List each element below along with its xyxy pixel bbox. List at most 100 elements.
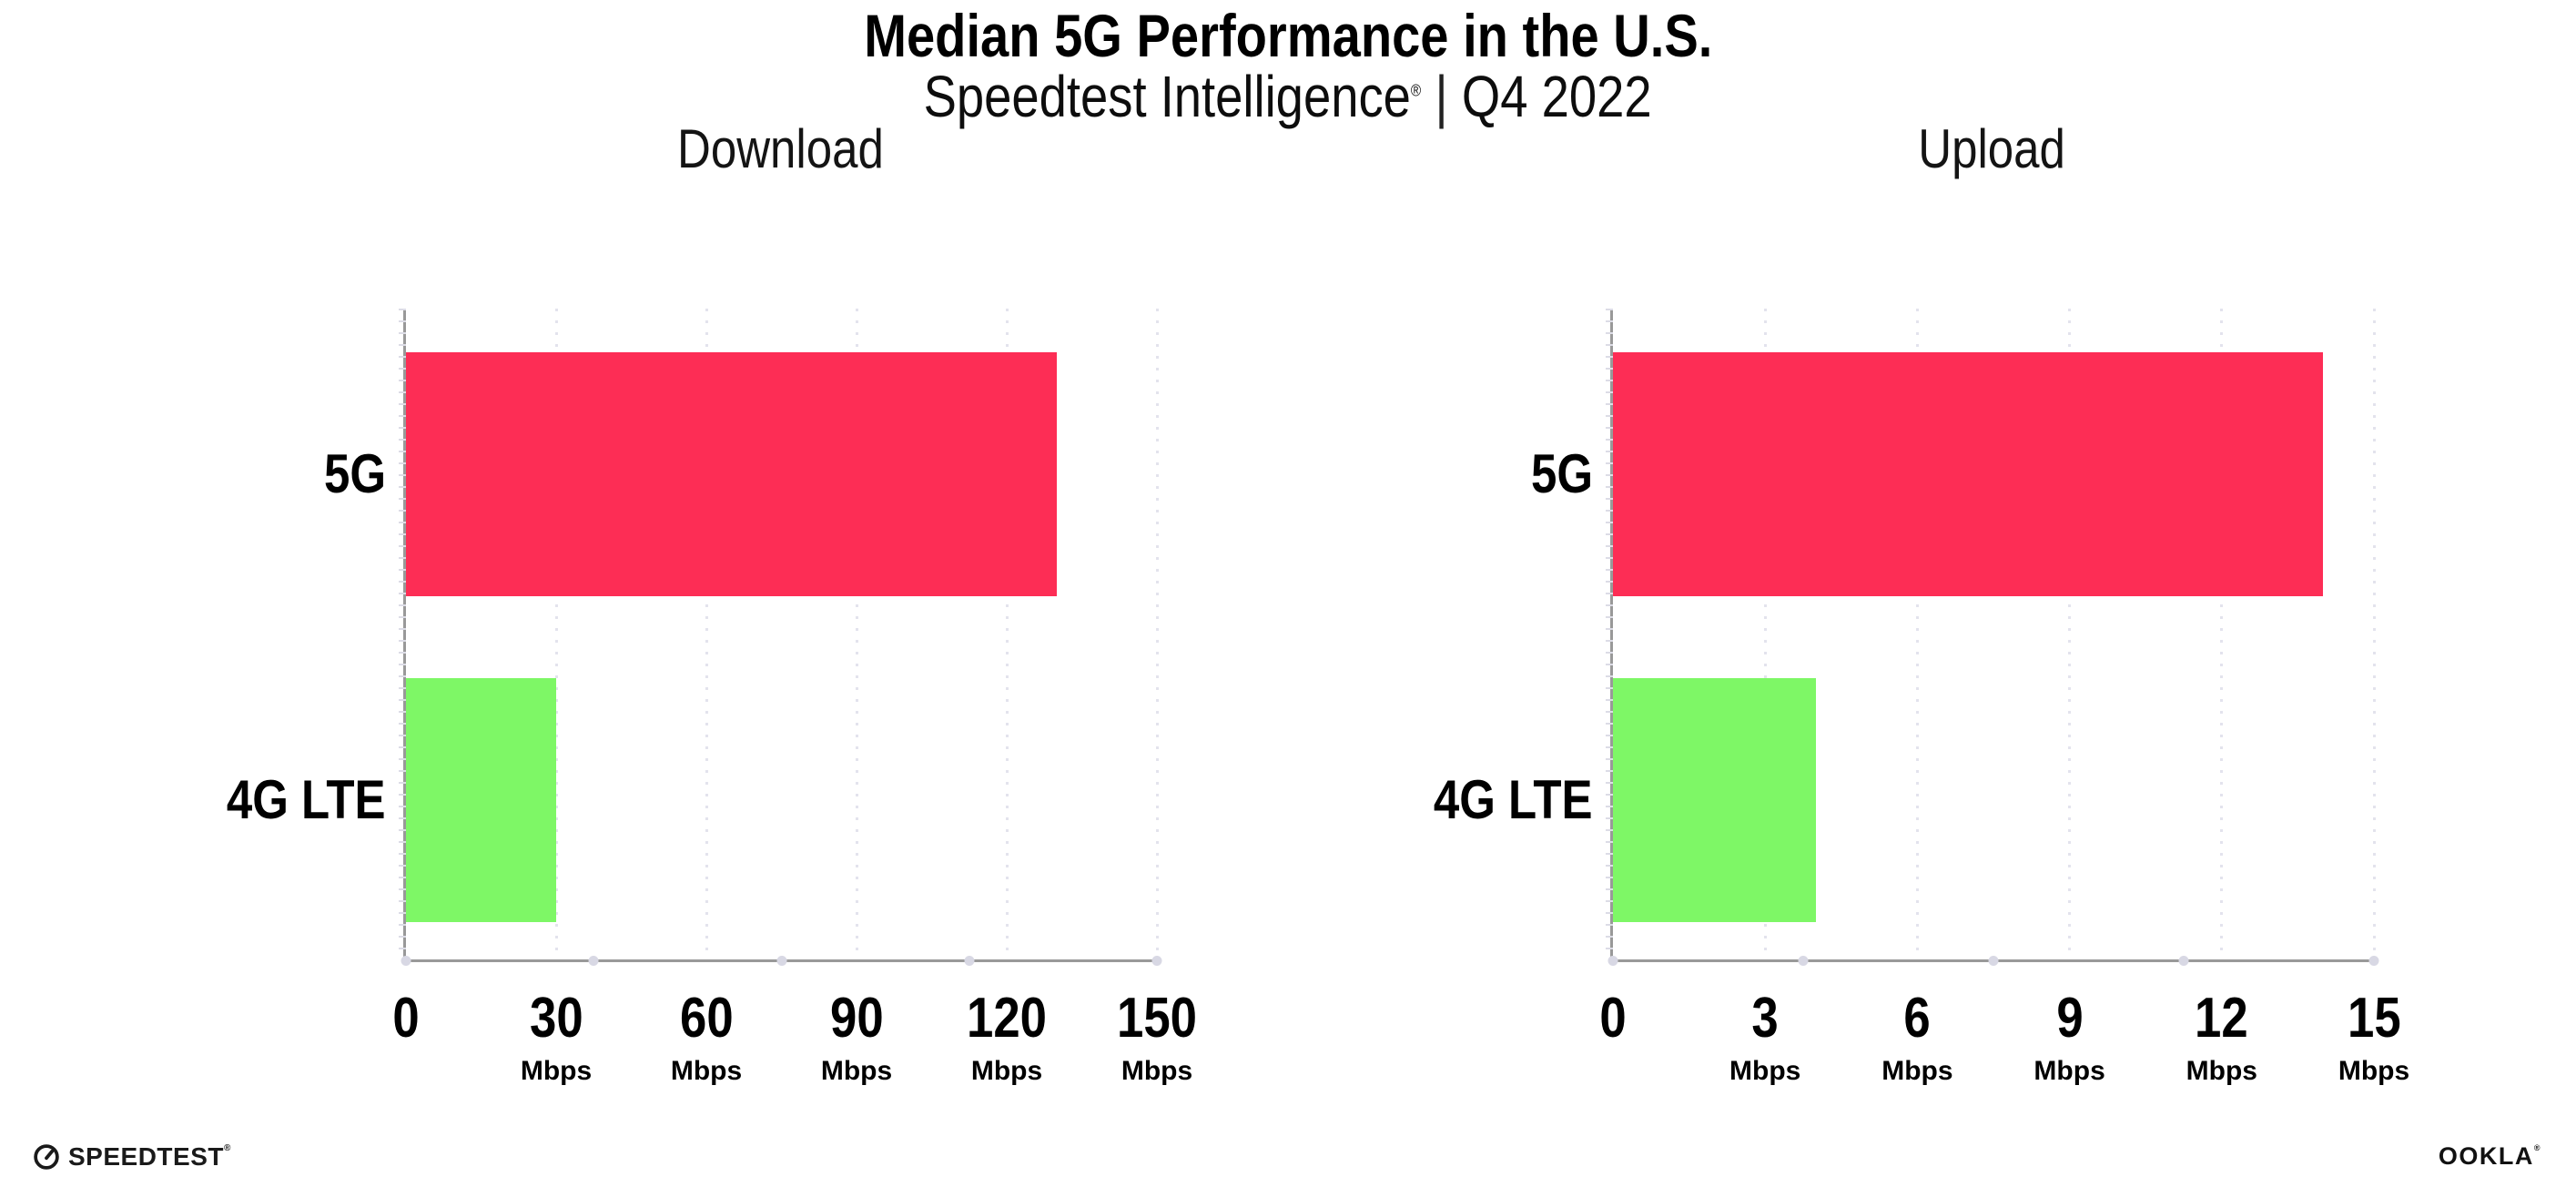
gridline-9 [2068, 309, 2072, 959]
gridline-6 [1915, 309, 1919, 959]
x-axis-tick-0-upload: 0 [1597, 990, 1628, 1047]
x-tick-value: 60 [671, 990, 742, 1047]
x-tick-value-text: 12 [2195, 987, 2249, 1050]
page-title: Median 5G Performance in the U.S. [0, 5, 2576, 66]
x-axis-tick-9-upload: 9 Mbps [2033, 990, 2104, 1085]
x-tick-value-text: 120 [967, 987, 1047, 1050]
x-tick-value: 0 [1597, 990, 1628, 1047]
plot-area-download: 5G 4G LTE 0 30 Mbps 60 Mbps 90 Mbps 120 Mbps 150 Mbp… [227, 309, 1197, 1085]
x-axis-tick-90-download: 90 Mbps [821, 990, 892, 1085]
x-axis-tick-3-upload: 3 Mbps [1729, 990, 1800, 1085]
x-tick-unit: Mbps [820, 1056, 893, 1086]
speedtest-logo: SPEEDTEST® [33, 1143, 231, 1171]
x-tick-unit: Mbps [970, 1056, 1043, 1086]
x-tick-value: 9 [2033, 990, 2104, 1047]
gridline-120 [1005, 309, 1009, 959]
page-title-text: Median 5G Performance in the U.S. [863, 2, 1713, 69]
x-tick-unit: Mbps [520, 1056, 593, 1086]
axis-baseline-dot [401, 956, 411, 966]
axis-baseline-dot [1798, 956, 1809, 966]
upload-chart: Upload 5G 4G LTE 0 3 Mbps 6 Mbps 9 Mbps 12 Mbps 15 Mb… [1434, 122, 2409, 1085]
gridline-15 [2372, 309, 2376, 959]
x-tick-value-text: 15 [2347, 987, 2401, 1050]
x-tick-unit: Mbps [2033, 1056, 2105, 1086]
x-axis-tick-15-upload: 15 Mbps [2338, 990, 2409, 1085]
x-tick-value-text: 0 [1599, 987, 1627, 1050]
gridline-12 [2220, 309, 2224, 959]
y-axis-label-5g: 5G [313, 447, 386, 502]
ookla-logo: OOKLA® [2439, 1144, 2541, 1169]
ookla-logo-text: OOKLA [2438, 1142, 2534, 1170]
y-axis-label-4g-lte: 4G LTE [1405, 773, 1593, 827]
gridline-3 [1763, 309, 1767, 959]
x-tick-value: 90 [821, 990, 892, 1047]
gridline-30 [554, 309, 558, 959]
axis-baseline-dot [1607, 956, 1618, 966]
x-tick-unit: Mbps [2338, 1056, 2410, 1086]
x-tick-unit: Mbps [1121, 1056, 1193, 1086]
x-axis-tick-150-download: 150 Mbps [1110, 990, 1203, 1085]
chart-title-text: Download [676, 118, 884, 179]
x-tick-value: 0 [390, 990, 421, 1047]
x-tick-value: 120 [959, 990, 1053, 1047]
x-tick-value: 150 [1110, 990, 1203, 1047]
speedtest-logo-text: SPEEDTEST® [68, 1142, 231, 1171]
x-tick-unit: Mbps [2186, 1056, 2257, 1086]
speedtest-gauge-icon [34, 1144, 59, 1170]
x-tick-unit: Mbps [670, 1056, 743, 1086]
page-subtitle: Speedtest Intelligence® | Q4 2022 [0, 67, 2576, 126]
axis-baseline-dot [588, 956, 599, 966]
chart-title-download: Download [403, 122, 1157, 177]
x-axis-tick-120-download: 120 Mbps [959, 990, 1053, 1085]
x-tick-value-text: 150 [1117, 987, 1197, 1050]
ookla-registered-mark: ® [2533, 1143, 2541, 1152]
gridline-90 [855, 309, 858, 959]
bar-4g-lte-upload [1613, 678, 1816, 922]
subtitle-brand: Speedtest Intelligence [923, 64, 1412, 129]
y-axis-label-4g-lte: 4G LTE [198, 773, 386, 827]
x-tick-value-text: 0 [392, 987, 420, 1050]
x-tick-value-text: 6 [1903, 987, 1932, 1050]
gridline-150 [1155, 309, 1159, 959]
x-tick-value-text: 60 [679, 987, 734, 1050]
y-axis-label-text: 4G LTE [227, 769, 386, 830]
x-axis-tick-6-upload: 6 Mbps [1881, 990, 1952, 1085]
axis-baseline-dot [1151, 956, 1162, 966]
registered-mark: ® [1411, 81, 1422, 100]
y-axis-label-5g: 5G [1520, 447, 1593, 502]
y-axis-label-text: 4G LTE [1434, 769, 1593, 830]
y-axis-label-text: 5G [323, 443, 386, 504]
bar-5g-upload [1613, 352, 2324, 596]
x-tick-unit: Mbps [1881, 1056, 1953, 1086]
bar-4g-lte-download [406, 678, 556, 922]
axis-baseline-dot [2368, 956, 2379, 966]
subtitle-period: Q4 2022 [1462, 64, 1653, 129]
subtitle-separator: | [1435, 64, 1449, 129]
x-tick-value-text: 90 [829, 987, 884, 1050]
axis-baseline-dot [1988, 956, 1999, 966]
axis-baseline-dot [2178, 956, 2189, 966]
x-tick-value-text: 30 [529, 987, 583, 1050]
x-tick-value-text: 3 [1751, 987, 1779, 1050]
axis-baseline-dot [776, 956, 786, 966]
speedtest-registered-mark: ® [223, 1143, 231, 1153]
x-axis-tick-60-download: 60 Mbps [671, 990, 742, 1085]
x-axis-tick-0-download: 0 [390, 990, 421, 1047]
x-tick-value: 6 [1881, 990, 1952, 1047]
x-tick-value: 3 [1729, 990, 1800, 1047]
y-axis-label-text: 5G [1530, 443, 1593, 504]
plot-area-upload: 5G 4G LTE 0 3 Mbps 6 Mbps 9 Mbps 12 Mbps 15 Mbps [1434, 309, 2409, 1085]
x-tick-value: 30 [521, 990, 592, 1047]
x-axis-tick-30-download: 30 Mbps [521, 990, 592, 1085]
chart-title-upload: Upload [1610, 122, 2374, 177]
axis-baseline-dot [964, 956, 975, 966]
x-tick-value: 15 [2338, 990, 2409, 1047]
x-tick-value: 12 [2186, 990, 2257, 1047]
x-tick-unit: Mbps [1729, 1056, 1801, 1086]
download-chart: Download 5G 4G LTE 0 30 Mbps 60 Mbps 90 Mbps 120 Mb… [227, 122, 1197, 1085]
chart-title-text: Upload [1918, 118, 2066, 179]
x-tick-value-text: 9 [2055, 987, 2084, 1050]
gridline-60 [705, 309, 708, 959]
bar-5g-download [406, 352, 1057, 596]
